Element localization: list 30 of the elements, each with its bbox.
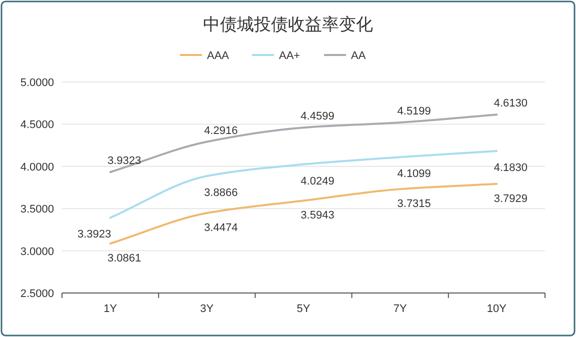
data-label: 3.3923 bbox=[77, 228, 112, 241]
y-tick-label: 4.5000 bbox=[20, 119, 54, 132]
data-label: 3.4474 bbox=[204, 222, 238, 234]
data-label: 4.5199 bbox=[397, 106, 431, 118]
data-label: 3.9323 bbox=[107, 155, 142, 168]
x-tick-label: 10Y bbox=[486, 303, 508, 315]
data-label: 4.0249 bbox=[300, 175, 334, 188]
data-label: 4.4599 bbox=[300, 110, 334, 123]
data-label: 4.6130 bbox=[494, 98, 528, 110]
y-tick-label: 5.0000 bbox=[20, 77, 54, 89]
y-tick-label: 3.5000 bbox=[20, 204, 54, 216]
data-label: 4.2916 bbox=[204, 124, 238, 137]
legend-label: AA+ bbox=[279, 50, 300, 62]
x-tick-label: 1Y bbox=[104, 303, 118, 315]
x-tick-label: 7Y bbox=[393, 303, 408, 315]
data-label: 3.8866 bbox=[204, 186, 238, 199]
legend-label: AA bbox=[351, 50, 366, 62]
data-label: 4.1099 bbox=[397, 168, 431, 180]
x-tick-label: 5Y bbox=[296, 303, 311, 315]
data-label: 4.1830 bbox=[494, 162, 528, 174]
chart-title: 中债城投债收益率变化 bbox=[203, 15, 373, 34]
data-label: 3.0861 bbox=[107, 252, 142, 265]
y-tick-label: 2.5000 bbox=[20, 288, 54, 300]
y-tick-label: 3.0000 bbox=[20, 246, 54, 258]
data-label: 3.7315 bbox=[397, 198, 431, 210]
legend-label: AAA bbox=[207, 50, 230, 62]
y-tick-label: 4.0000 bbox=[20, 161, 54, 174]
x-tick-label: 3Y bbox=[200, 303, 214, 315]
data-label: 3.5943 bbox=[300, 210, 334, 222]
data-label: 3.7929 bbox=[494, 192, 528, 205]
